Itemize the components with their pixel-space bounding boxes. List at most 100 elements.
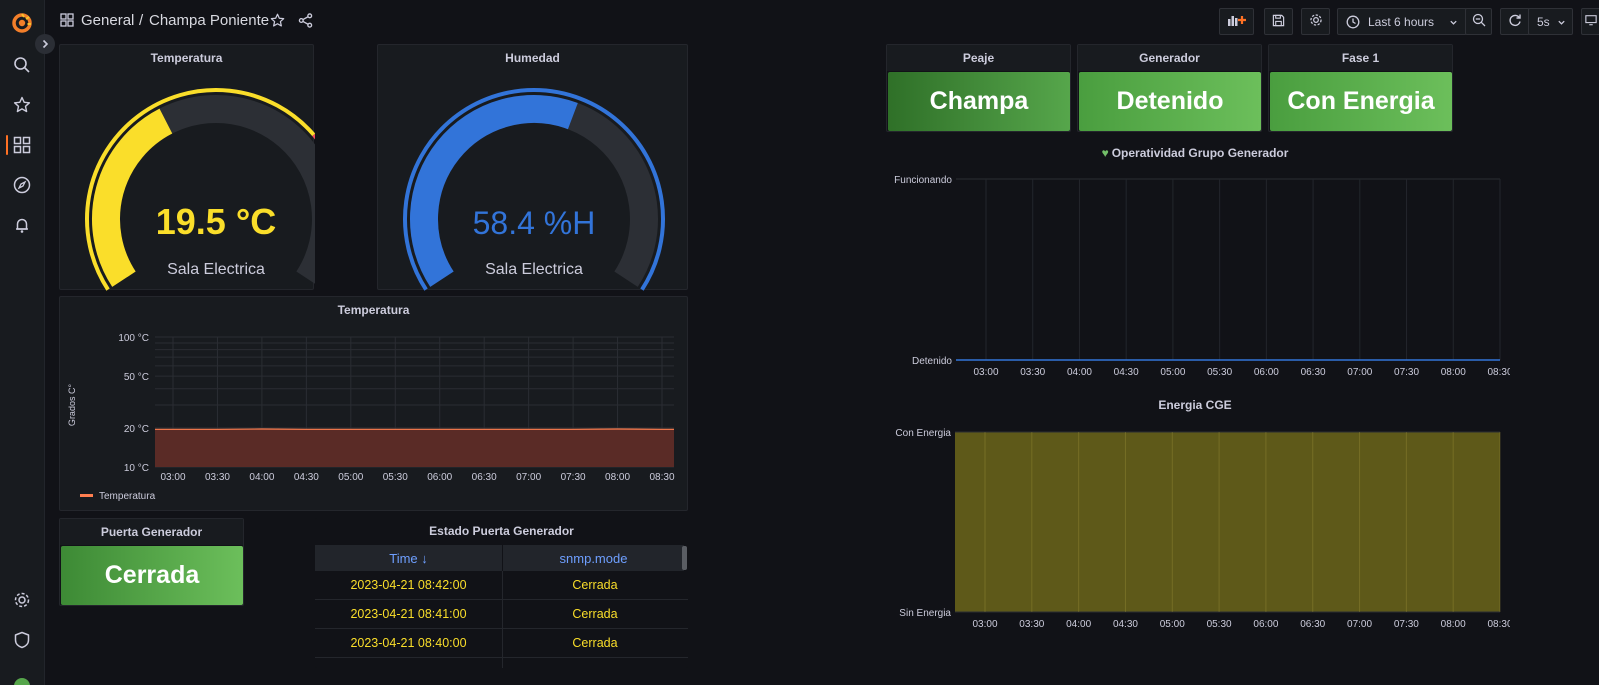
series-area — [955, 432, 1500, 612]
gauge-value-arc — [92, 108, 173, 287]
user-avatar[interactable] — [14, 678, 30, 685]
x-tick-label: 03:00 — [160, 472, 185, 483]
dashboards-icon[interactable] — [11, 134, 33, 156]
gauge-value-arc — [410, 95, 578, 287]
stat-value: Con Energia — [1287, 87, 1435, 115]
x-tick-label: 04:00 — [249, 472, 274, 483]
panel-stat-peaje[interactable]: Peaje Champa — [886, 44, 1071, 132]
x-tick-label: 07:30 — [1394, 619, 1419, 630]
top-navbar: General / Champa Poniente — [45, 0, 1599, 42]
gauge-label: Sala Electrica — [167, 261, 265, 278]
x-tick-label: 05:30 — [1207, 619, 1232, 630]
x-tick-label: 04:30 — [1114, 367, 1139, 378]
y-tick-label: 10 °C — [124, 463, 149, 474]
temperature-chart: 10 °C 20 °C 50 °C 100 °C 03:00 03:30 04:00 04:… — [67, 333, 675, 502]
add-panel-button[interactable] — [1219, 8, 1254, 35]
x-tick-label: 04:30 — [1113, 619, 1138, 630]
column-label: snmp.mode — [559, 550, 628, 566]
legend-label[interactable]: Temperatura — [99, 491, 156, 502]
gauge-threshold-arc-normal — [85, 88, 315, 291]
star-icon[interactable] — [11, 94, 33, 116]
table-cell-mode: Cerrada — [502, 629, 688, 658]
y-tick-label: 50 °C — [124, 372, 149, 383]
x-tick-label: 05:00 — [1160, 619, 1185, 630]
y-tick-label: 20 °C — [124, 424, 149, 435]
zoom-out-time-button[interactable] — [1465, 8, 1492, 35]
x-tick-label: 04:00 — [1066, 619, 1091, 630]
humidity-gauge: 58.4 %H Sala Electrica — [403, 88, 665, 291]
panel-estado-puerta-table[interactable]: Estado Puerta Generador Time ↓ snmp.mode… — [315, 518, 688, 668]
panel-header — [887, 45, 1070, 71]
share-icon[interactable] — [298, 13, 313, 33]
alerting-bell-icon[interactable] — [11, 214, 33, 236]
refresh-interval-label: 5s — [1537, 14, 1550, 29]
sidebar-expand-button[interactable] — [35, 34, 55, 54]
panel-temperatura-timeseries[interactable]: Temperatura 10 °C 20 °C 50 °C 100 °C 03:00 0… — [59, 296, 688, 511]
panel-title: Temperatura — [337, 303, 410, 317]
x-tick-label: 06:00 — [427, 472, 452, 483]
tv-mode-button[interactable] — [1581, 8, 1599, 35]
grafana-logo-icon[interactable] — [11, 12, 33, 34]
panel-header — [1078, 45, 1261, 71]
table-header-time[interactable]: Time ↓ — [315, 545, 502, 571]
chart-grid — [956, 178, 1501, 361]
stat-value: Champa — [929, 87, 1029, 115]
panel-gauge-temperatura[interactable]: Temperatura 19.5 °C Sala Electrica — [59, 44, 315, 291]
breadcrumb-dashboard-title[interactable]: Champa Poniente — [149, 12, 270, 29]
mark-favorite-star-icon[interactable] — [270, 13, 285, 33]
y-tick-label: Sin Energia — [899, 608, 951, 619]
gauge-threshold-arc — [403, 88, 665, 291]
column-divider — [502, 571, 503, 668]
sidebar — [0, 0, 45, 685]
stat-value: Detenido — [1116, 87, 1224, 115]
x-tick-label: 05:00 — [1160, 367, 1185, 378]
refresh-dashboard-button[interactable] — [1500, 8, 1530, 35]
x-tick-label: 08:30 — [649, 472, 674, 483]
x-axis-ticks: 03:00 03:30 04:00 04:30 05:00 05:30 06:00 06:30… — [973, 367, 1510, 378]
table-cell-time: 2023-04-21 08:42:00 — [315, 571, 502, 600]
panel-title: Estado Puerta Generador — [429, 524, 574, 538]
panel-title: Peaje — [962, 51, 995, 65]
x-tick-label: 04:30 — [294, 472, 319, 483]
panel-operatividad-generador[interactable]: ♥ Operatividad Grupo Generador Detenido Fu… — [880, 140, 1510, 385]
x-tick-label: 05:30 — [1207, 367, 1232, 378]
explore-compass-icon[interactable] — [11, 174, 33, 196]
gear-icon — [1309, 13, 1323, 30]
panel-stat-fase-1[interactable]: Fase 1 Con Energia — [1268, 44, 1453, 132]
panel-energia-cge[interactable]: Energia CGE Sin Energia Con Energia 03:00… — [880, 392, 1510, 637]
x-tick-label: 06:30 — [1300, 619, 1325, 630]
panel-puerta-generador[interactable]: Puerta Generador Cerrada — [59, 518, 244, 606]
x-tick-label: 03:30 — [1020, 367, 1045, 378]
panel-title: Operatividad Grupo Generador — [1111, 146, 1289, 160]
stat-value-tile: Champa — [888, 72, 1070, 131]
add-panel-icon — [1227, 13, 1247, 30]
chart-series — [955, 431, 1500, 612]
save-dashboard-button[interactable] — [1264, 8, 1293, 35]
search-icon[interactable] — [11, 54, 33, 76]
x-tick-label: 08:00 — [605, 472, 630, 483]
column-label: Time ↓ — [389, 550, 428, 566]
x-tick-label: 06:00 — [1254, 367, 1279, 378]
table-header-mode[interactable]: snmp.mode — [502, 545, 684, 571]
panel-gauge-humedad[interactable]: Humedad 58.4 %H Sala Electrica — [377, 44, 688, 291]
dashboard-settings-button[interactable] — [1301, 8, 1330, 35]
panel-title: Temperatura — [150, 51, 223, 65]
configuration-gear-icon[interactable] — [11, 589, 33, 611]
breadcrumb-folder[interactable]: General — [81, 12, 135, 29]
time-range-picker[interactable]: Last 6 hours — [1337, 8, 1467, 35]
table-scrollbar[interactable] — [682, 546, 687, 570]
y-tick-label: 100 °C — [118, 333, 149, 344]
clock-icon — [1346, 15, 1360, 29]
panel-header — [60, 519, 243, 545]
x-tick-label: 03:00 — [973, 367, 998, 378]
temperature-gauge: 19.5 °C Sala Electrica — [85, 88, 315, 291]
x-tick-label: 07:00 — [1347, 367, 1372, 378]
x-tick-label: 05:00 — [338, 472, 363, 483]
time-range-label: Last 6 hours — [1368, 14, 1435, 29]
y-axis-ticks: Detenido Funcionando — [894, 175, 952, 367]
shield-icon[interactable] — [11, 629, 33, 651]
panel-title: Puerta Generador — [100, 525, 203, 539]
panel-stat-generador[interactable]: Generador Detenido — [1077, 44, 1262, 132]
refresh-interval-picker[interactable]: 5s — [1528, 8, 1573, 35]
